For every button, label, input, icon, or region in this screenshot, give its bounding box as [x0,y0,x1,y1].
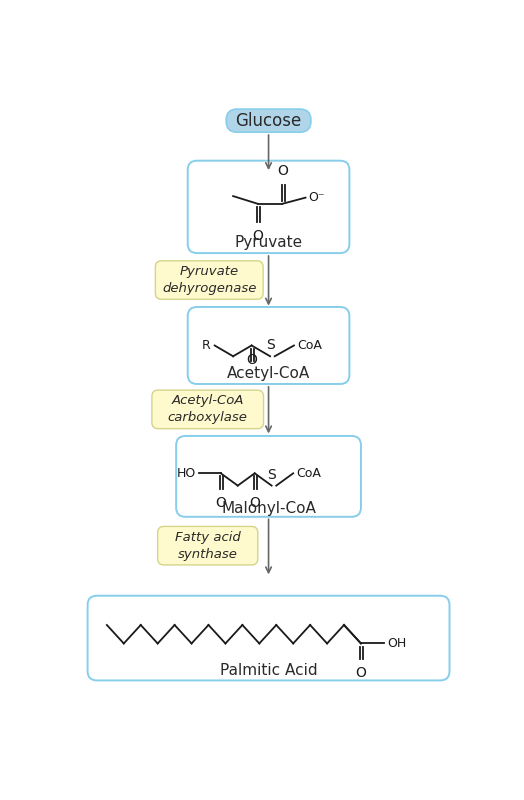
FancyBboxPatch shape [188,307,350,384]
Text: O: O [355,666,366,680]
Text: Palmitic Acid: Palmitic Acid [220,663,318,678]
Text: R: R [201,339,210,352]
Text: S: S [266,338,275,353]
Text: HO: HO [177,467,196,480]
Text: CoA: CoA [296,467,321,480]
Text: Malonyl-CoA: Malonyl-CoA [221,502,316,516]
Text: O: O [277,164,288,178]
FancyBboxPatch shape [88,596,450,681]
Text: Acetyl-CoA
carboxylase: Acetyl-CoA carboxylase [168,394,248,424]
Text: S: S [267,468,276,482]
FancyBboxPatch shape [152,390,264,429]
FancyBboxPatch shape [155,261,263,299]
Text: Glucose: Glucose [235,112,302,130]
FancyBboxPatch shape [176,436,361,517]
Text: O: O [215,496,226,510]
FancyBboxPatch shape [188,161,350,253]
Text: O⁻: O⁻ [309,191,325,204]
Text: Acetyl-CoA: Acetyl-CoA [227,366,310,381]
FancyBboxPatch shape [158,526,258,565]
Text: Pyruvate
dehyrogenase: Pyruvate dehyrogenase [162,265,256,295]
Text: OH: OH [387,637,407,650]
Text: Fatty acid
synthase: Fatty acid synthase [175,530,241,561]
Text: O: O [253,230,263,243]
Text: Pyruvate: Pyruvate [234,235,303,250]
FancyBboxPatch shape [226,109,311,132]
Text: O: O [249,496,260,510]
Text: O: O [246,353,257,367]
Text: CoA: CoA [297,339,322,352]
